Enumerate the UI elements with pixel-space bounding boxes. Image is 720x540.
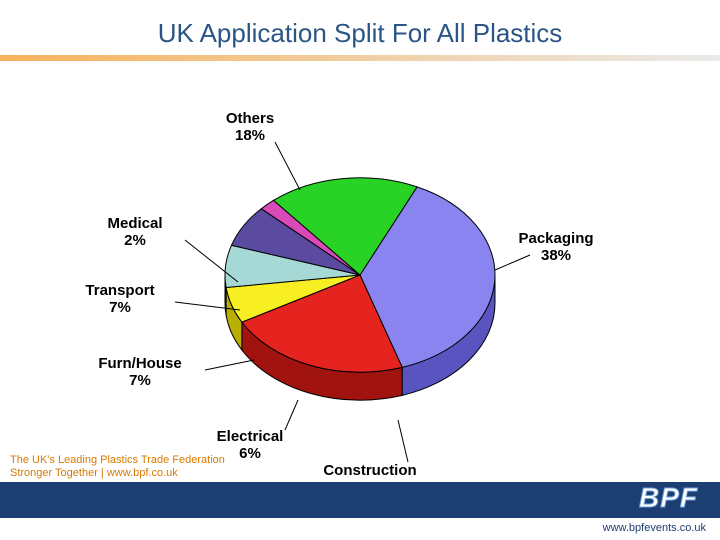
footer-text: The UK's Leading Plastics Trade Federati… bbox=[10, 454, 225, 480]
label-furn-house: Furn/House7% bbox=[90, 355, 190, 390]
page-title: UK Application Split For All Plastics bbox=[0, 18, 720, 49]
label-medical: Medical2% bbox=[85, 215, 185, 250]
leader-furn-house bbox=[205, 360, 254, 370]
title-divider bbox=[0, 55, 720, 61]
bpf-logo: BPF bbox=[639, 482, 698, 514]
pie-chart: Packaging38%Construction22%Electrical6%F… bbox=[0, 70, 720, 470]
footer-line1: The UK's Leading Plastics Trade Federati… bbox=[10, 454, 225, 466]
label-others: Others18% bbox=[200, 110, 300, 145]
footer-band bbox=[0, 482, 720, 518]
slide: UK Application Split For All Plastics Pa… bbox=[0, 0, 720, 540]
leader-construction bbox=[398, 420, 408, 462]
label-packaging: Packaging38% bbox=[506, 230, 606, 265]
footer-line2: Stronger Together | www.bpf.co.uk bbox=[10, 467, 178, 479]
leader-others bbox=[275, 142, 300, 190]
footer-url: www.bpfevents.co.uk bbox=[603, 522, 706, 534]
label-transport: Transport7% bbox=[70, 282, 170, 317]
leader-electrical bbox=[285, 400, 298, 430]
